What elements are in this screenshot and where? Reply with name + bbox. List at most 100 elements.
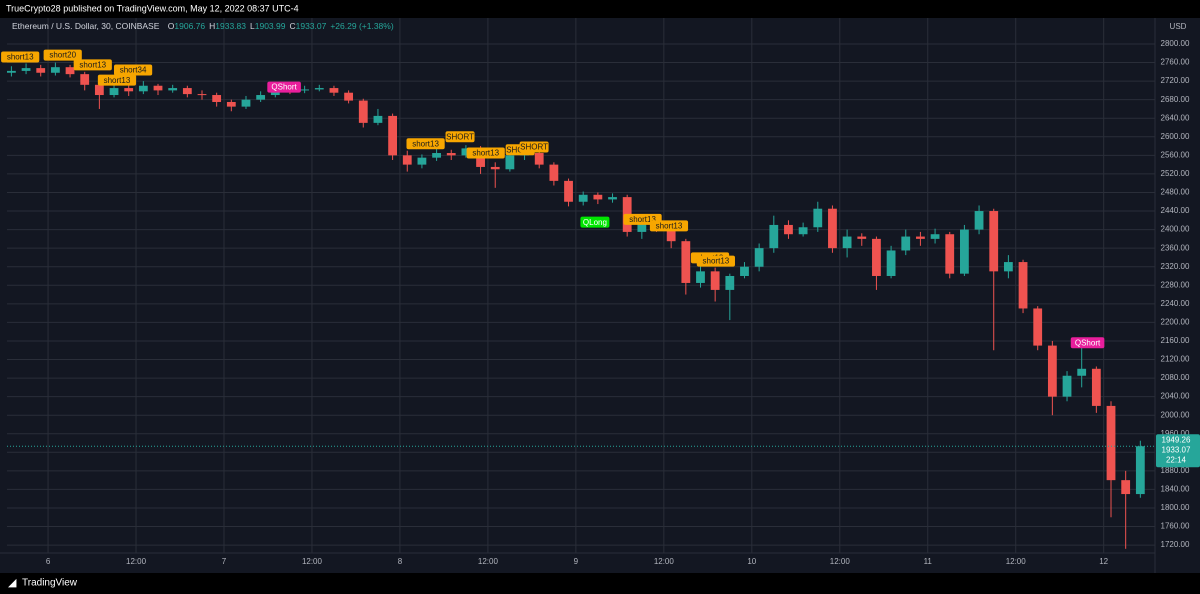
y-tick-label: 1880.00	[1161, 466, 1190, 475]
candle-body	[109, 88, 119, 96]
candle-body	[138, 85, 148, 92]
candle-body	[1106, 405, 1116, 481]
x-tick-label: 8	[398, 557, 403, 566]
y-tick-label: 2160.00	[1161, 336, 1190, 345]
signal-label-box	[696, 255, 735, 267]
candle-body	[666, 227, 676, 242]
y-tick-label: 2680.00	[1161, 95, 1190, 104]
countdown: 22:14	[1166, 455, 1187, 464]
candle-body	[725, 275, 735, 290]
signal-label: SHORT	[446, 132, 474, 141]
candle-body	[1033, 308, 1043, 346]
candle-body	[740, 266, 749, 276]
candle-body	[168, 88, 178, 91]
x-tick-label: 11	[924, 557, 933, 566]
annotations: short13 short20short13short34short13QShor…	[1, 49, 1105, 349]
x-tick-label: 12:00	[302, 557, 323, 566]
signal-label: short13	[104, 76, 131, 85]
signal-label-box	[519, 141, 549, 153]
candle-body	[974, 211, 984, 230]
candle-body	[388, 115, 397, 156]
signal-label: short13	[629, 215, 656, 224]
y-tick-label: 2400.00	[1161, 225, 1190, 234]
signal-label: short13	[7, 53, 34, 62]
y-tick-label: 2360.00	[1161, 243, 1190, 252]
signal-label: short13	[656, 221, 683, 230]
candle-body	[432, 153, 441, 158]
candle-body	[754, 248, 764, 267]
candle-body	[446, 153, 456, 156]
ohlc-key: L	[250, 21, 255, 31]
ohlc-key: C	[289, 21, 295, 31]
symbol-legend: Ethereum / U.S. Dollar, 30, COINBASE O19…	[12, 21, 394, 31]
x-tick-label: 7	[222, 557, 227, 566]
symbol: Ethereum / U.S. Dollar, 30, COINBASE	[12, 21, 160, 31]
ohlc-value: 1906.76	[174, 21, 205, 31]
signal-label: short13	[703, 257, 730, 266]
y-tick-label: 2200.00	[1161, 317, 1190, 326]
signal-label-box	[97, 74, 137, 86]
signal-label: SHORT	[520, 143, 548, 152]
candle-body	[21, 68, 31, 71]
candle-body	[329, 88, 339, 93]
candle-body	[7, 70, 16, 73]
candle-body	[1018, 262, 1028, 309]
ohlc-key: O	[168, 21, 175, 31]
candle-body	[1047, 345, 1057, 397]
x-tick-label: 12:00	[126, 557, 147, 566]
signal-label: QShort	[1075, 338, 1101, 347]
candle-body	[124, 88, 134, 92]
candle-body	[1062, 375, 1072, 397]
y-tick-label: 1720.00	[1161, 540, 1190, 549]
candle-body	[916, 236, 925, 239]
candle-body	[534, 153, 544, 165]
candle-body	[798, 227, 808, 235]
candle-body	[901, 236, 911, 251]
y-tick-label: 2640.00	[1161, 113, 1190, 122]
signal-label-box	[1070, 337, 1105, 349]
candle-body	[549, 164, 559, 181]
candle-body	[593, 194, 603, 200]
candle-body	[842, 236, 852, 249]
candle-body	[1091, 368, 1101, 406]
y-tick-label: 2480.00	[1161, 188, 1190, 197]
candle-body	[80, 74, 90, 85]
candle-body	[608, 197, 617, 200]
candle-body	[960, 229, 969, 274]
x-tick-label: 12:00	[478, 557, 499, 566]
signal-label: QLong	[583, 218, 607, 227]
x-tick-label: 12	[1099, 557, 1108, 566]
candle-body	[1003, 262, 1013, 272]
x-tick-label: 9	[574, 557, 579, 566]
signal-label-box	[267, 81, 301, 93]
signal-label: short13	[79, 60, 106, 69]
y-tick-label: 2240.00	[1161, 299, 1190, 308]
signal-label: short13	[412, 139, 439, 148]
x-tick-label: 6	[46, 557, 51, 566]
x-tick-label: 12:00	[654, 557, 675, 566]
candle-body	[461, 148, 471, 156]
candle-body	[300, 89, 310, 91]
y-tick-label: 2800.00	[1161, 39, 1190, 48]
signal-label-box	[43, 49, 82, 61]
price-tag-label: 1949.26	[1162, 435, 1191, 444]
candle-body	[490, 166, 500, 170]
brand: TradingView	[22, 578, 78, 589]
candle-body	[710, 271, 720, 290]
y-tick-label: 2760.00	[1161, 58, 1190, 67]
candle-body	[857, 236, 867, 239]
candle-body	[945, 234, 955, 274]
currency: USD	[1170, 22, 1187, 31]
candle-body	[65, 67, 75, 75]
y-tick-label: 2560.00	[1161, 150, 1190, 159]
x-tick-label: 10	[747, 557, 756, 566]
signal-label-box	[113, 64, 153, 76]
candle-body	[402, 155, 412, 165]
candle-body	[564, 180, 573, 202]
signal-label-box	[649, 220, 689, 232]
candles	[7, 62, 1155, 549]
x-tick-label: 12:00	[1006, 557, 1027, 566]
y-tick-label: 2720.00	[1161, 76, 1190, 85]
candle-body	[578, 194, 588, 202]
